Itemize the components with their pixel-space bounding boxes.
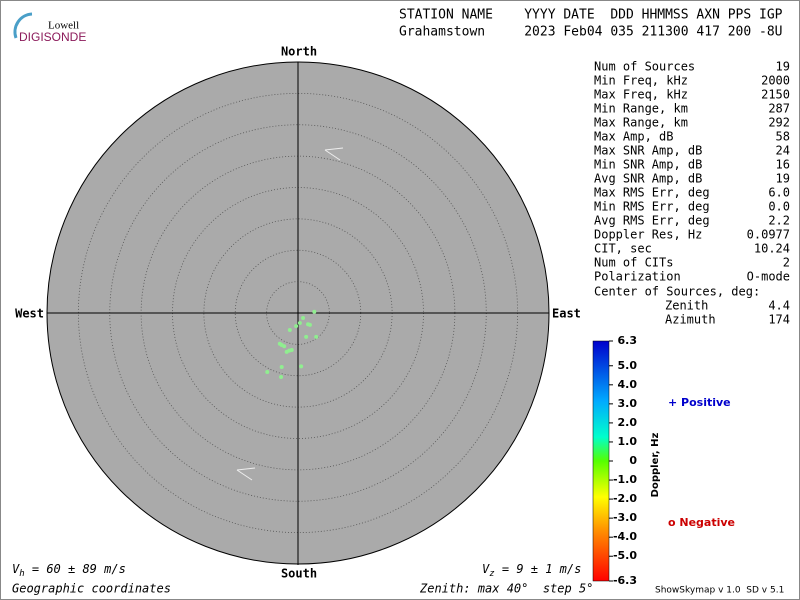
stat-label: Min SNR Amp, dB — [594, 158, 702, 172]
stat-label: Avg SNR Amp, dB — [594, 172, 702, 186]
south-label: South — [281, 567, 317, 581]
stat-label: CIT, sec — [594, 242, 652, 256]
stat-value: 19 — [776, 60, 790, 74]
colorbar-tick-label: 4.0 — [618, 378, 638, 391]
center-value: 174 — [768, 313, 790, 327]
source-point — [304, 334, 309, 339]
source-point — [312, 309, 317, 314]
stat-label: Num of CITs — [594, 256, 673, 270]
vh-text: = 60 ± 89 m/s — [25, 562, 126, 576]
arrow — [324, 149, 341, 161]
colorbar-tick-label: 1.0 — [618, 435, 638, 448]
stat-value: 2000 — [761, 74, 790, 88]
center-value: 4.4 — [768, 299, 790, 313]
stat-value: 6.0 — [768, 186, 790, 200]
colorbar-tick-label: -4.0 — [613, 530, 637, 543]
stat-label: Max Freq, kHz — [594, 88, 688, 102]
stat-value: 16 — [776, 158, 790, 172]
colorbar-tick-label: 6.3 — [618, 334, 638, 347]
vz-sub: z — [489, 569, 494, 579]
stat-value: 2.2 — [768, 214, 790, 228]
source-point — [299, 364, 304, 369]
stat-value: 2150 — [761, 88, 790, 102]
logo-top: Lowell — [48, 20, 79, 32]
source-point — [279, 364, 284, 369]
stat-label: Polarization — [594, 270, 681, 284]
stat-label: Doppler Res, Hz — [594, 228, 702, 242]
center-title: Center of Sources, deg: — [594, 285, 760, 299]
source-point — [307, 322, 312, 327]
source-point — [297, 321, 302, 326]
stat-label: Max RMS Err, deg — [594, 186, 710, 200]
version: ShowSkymap v 1.0 SD v 5.1 — [655, 586, 784, 596]
arrow — [324, 147, 344, 151]
stat-value: 19 — [776, 172, 790, 186]
stat-value: O-mode — [747, 270, 790, 284]
vh: Vh = 60 ± 89 m/s — [12, 562, 126, 579]
colorbar-tick-label: -3.0 — [613, 511, 637, 524]
colorbar — [592, 340, 610, 582]
source-point — [287, 327, 292, 332]
legend-negative: o Negative — [668, 516, 735, 529]
stat-value: 0.0 — [768, 200, 790, 214]
source-point — [287, 348, 292, 353]
header-labels: STATION NAME YYYY DATE DDD HHMMSS AXN PP… — [399, 8, 783, 23]
stat-label: Max Range, km — [594, 116, 688, 130]
stat-label: Num of Sources — [594, 60, 695, 74]
stat-label: Min Range, km — [594, 102, 688, 116]
colorbar-tick-label: -6.3 — [613, 574, 637, 587]
zenith-note: Zenith: max 40° step 5° — [419, 582, 593, 596]
vh-sub: h — [19, 569, 24, 579]
east-label: East — [552, 307, 581, 321]
stat-label: Avg RMS Err, deg — [594, 214, 710, 228]
stat-label: Min RMS Err, deg — [594, 200, 710, 214]
source-point — [265, 369, 270, 374]
stat-value: 0.0977 — [747, 228, 790, 242]
colorbar-tick-label: -5.0 — [613, 549, 637, 562]
colorbar-tick-label: 5.0 — [618, 359, 638, 372]
logo-arc — [13, 12, 33, 39]
colorbar-tick-label: -2.0 — [613, 492, 637, 505]
legend-positive: + Positive — [668, 396, 731, 409]
center-label: Azimuth — [665, 313, 716, 327]
arrow — [236, 469, 253, 481]
arrow — [236, 467, 256, 471]
vh-label: V — [12, 562, 20, 576]
colorbar-tick-label: 0 — [629, 454, 637, 467]
logo-bottom: DIGISONDE — [19, 30, 86, 44]
source-point — [314, 334, 319, 339]
stat-label: Max Amp, dB — [594, 130, 673, 144]
vz-label: V — [482, 562, 490, 576]
colorbar-title: Doppler, Hz — [650, 433, 661, 498]
source-point — [294, 324, 299, 329]
source-point — [282, 344, 287, 349]
vz: Vz = 9 ± 1 m/s — [482, 562, 581, 579]
stat-label: Max SNR Amp, dB — [594, 144, 702, 158]
stat-value: 292 — [768, 116, 790, 130]
north-label: North — [281, 45, 317, 59]
coordinates: Geographic coordinates — [12, 582, 171, 596]
stat-label: Min Freq, kHz — [594, 74, 688, 88]
source-point — [279, 375, 284, 380]
header-values: Grahamstown 2023 Feb04 035 211300 417 20… — [399, 25, 783, 40]
colorbar-tick-label: 2.0 — [618, 416, 638, 429]
stat-value: 24 — [776, 144, 790, 158]
vz-text: = 9 ± 1 m/s — [495, 562, 582, 576]
source-point — [301, 316, 306, 321]
stat-value: 287 — [768, 102, 790, 116]
stat-value: 2 — [783, 256, 790, 270]
colorbar-tick-label: 3.0 — [618, 397, 638, 410]
stat-value: 58 — [776, 130, 790, 144]
colorbar-tick-label: -1.0 — [613, 473, 637, 486]
stat-value: 10.24 — [754, 242, 790, 256]
west-label: West — [15, 307, 44, 321]
center-label: Zenith — [665, 299, 708, 313]
